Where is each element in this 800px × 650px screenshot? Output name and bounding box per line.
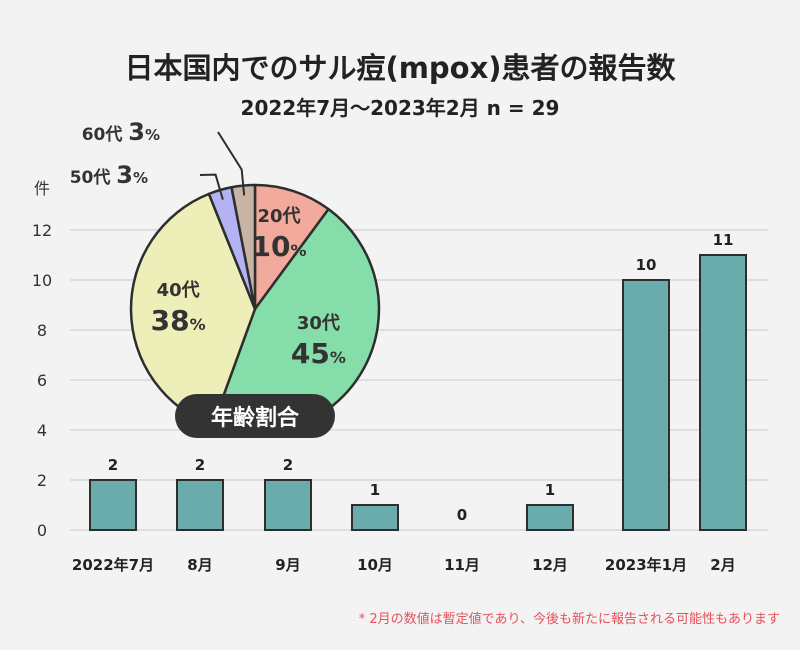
x-tick-label: 2022年7月: [72, 556, 154, 574]
pie-slice-label: 30代: [297, 313, 340, 334]
x-tick-label: 9月: [275, 556, 300, 574]
pie-slice-label: 60代 3%: [82, 118, 160, 146]
pie-slice-label: 20代: [257, 206, 300, 227]
pie-title-badge: [175, 394, 335, 438]
bar: [622, 279, 670, 531]
bar-value-label: 2: [195, 456, 205, 474]
bar: [264, 479, 312, 531]
y-axis-label: 件: [34, 179, 50, 198]
bar-value-label: 2: [108, 456, 118, 474]
y-tick-label: 10: [32, 271, 52, 290]
chart-subtitle: 2022年7月〜2023年2月 n = 29: [240, 96, 560, 120]
bar: [526, 504, 574, 531]
x-tick-label: 12月: [532, 556, 568, 574]
pie-slice-value: 10%: [251, 230, 306, 263]
bar-value-label: 11: [713, 231, 734, 249]
bar-value-label: 2: [283, 456, 293, 474]
pie-slice-label: 40代: [157, 280, 200, 301]
y-tick-label: 8: [37, 321, 47, 340]
pie-leader-line: [217, 131, 246, 196]
y-tick-label: 4: [37, 421, 47, 440]
pie-slice-value: 38%: [151, 304, 206, 337]
chart-title: 日本国内でのサル痘(mpox)患者の報告数: [124, 51, 676, 85]
x-tick-label: 2月: [710, 556, 735, 574]
x-tick-label: 11月: [444, 556, 480, 574]
bar: [176, 479, 224, 531]
bar-value-label: 10: [636, 256, 657, 274]
pie-leader-line: [199, 173, 224, 200]
bar-value-label: 1: [545, 481, 555, 499]
footnote: * 2月の数値は暫定値であり、今後も新たに報告される可能性もあります: [358, 612, 780, 627]
x-tick-label: 8月: [187, 556, 212, 574]
pie-title: 年齢割合: [211, 405, 300, 431]
pie-slice-value: 45%: [291, 337, 346, 370]
pie-slice-label: 50代 3%: [70, 161, 148, 189]
y-tick-label: 2: [37, 471, 47, 490]
y-tick-label: 0: [37, 521, 47, 540]
x-tick-label: 10月: [357, 556, 393, 574]
y-tick-label: 12: [32, 221, 52, 240]
bar: [699, 254, 747, 531]
bar: [351, 504, 399, 531]
bar-value-label: 0: [457, 506, 467, 524]
pie-slice: [253, 183, 330, 311]
y-tick-label: 6: [37, 371, 47, 390]
x-tick-label: 2023年1月: [605, 556, 687, 574]
bar: [89, 479, 137, 531]
bar-value-label: 1: [370, 481, 380, 499]
